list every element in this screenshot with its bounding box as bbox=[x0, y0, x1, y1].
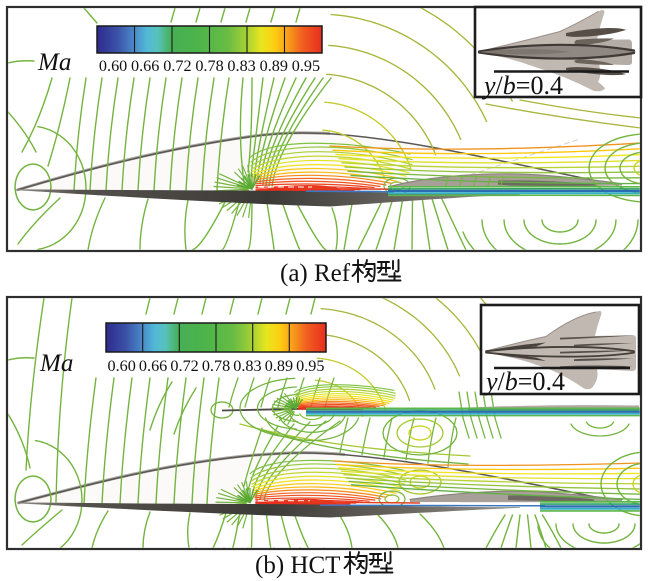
svg-text:0.60: 0.60 bbox=[99, 57, 127, 75]
svg-text:0.72: 0.72 bbox=[170, 357, 198, 375]
svg-text:(a) Ref: (a) Ref bbox=[280, 260, 351, 287]
svg-text:0.72: 0.72 bbox=[163, 57, 191, 75]
svg-text:0.83: 0.83 bbox=[227, 57, 255, 75]
svg-text:y/b=0.4: y/b=0.4 bbox=[481, 71, 563, 100]
svg-text:0.83: 0.83 bbox=[233, 357, 261, 375]
svg-text:y/b=0.4: y/b=0.4 bbox=[483, 367, 565, 396]
svg-text:0.66: 0.66 bbox=[139, 357, 167, 375]
svg-text:0.89: 0.89 bbox=[265, 357, 293, 375]
svg-text:0.95: 0.95 bbox=[292, 57, 320, 75]
svg-text:0.60: 0.60 bbox=[108, 357, 136, 375]
svg-text:0.95: 0.95 bbox=[296, 357, 324, 375]
svg-text:Ma: Ma bbox=[37, 49, 71, 76]
svg-text:0.78: 0.78 bbox=[195, 57, 223, 75]
svg-text:0.89: 0.89 bbox=[260, 57, 288, 75]
svg-text:0.66: 0.66 bbox=[131, 57, 159, 75]
svg-text:(b) HCT: (b) HCT bbox=[255, 552, 340, 579]
svg-text:0.78: 0.78 bbox=[202, 357, 230, 375]
svg-text:Ma: Ma bbox=[39, 350, 73, 377]
